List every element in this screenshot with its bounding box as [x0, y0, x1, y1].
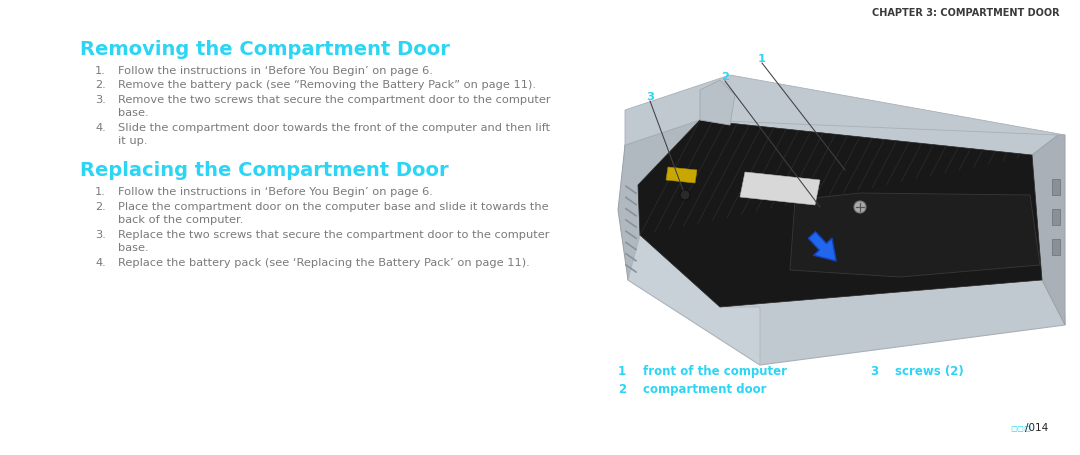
- Polygon shape: [1032, 135, 1065, 325]
- Polygon shape: [789, 193, 1040, 277]
- Text: Remove the battery pack (see “Removing the Battery Pack” on page 11).: Remove the battery pack (see “Removing t…: [118, 81, 536, 91]
- Text: 3: 3: [870, 365, 878, 378]
- Polygon shape: [740, 172, 820, 205]
- Text: 3: 3: [646, 92, 654, 102]
- Text: Removing the Compartment Door: Removing the Compartment Door: [80, 40, 450, 59]
- Text: screws (2): screws (2): [895, 365, 963, 378]
- Text: 4.: 4.: [95, 123, 106, 133]
- Text: Follow the instructions in ‘Before You Begin’ on page 6.: Follow the instructions in ‘Before You B…: [118, 66, 433, 76]
- Polygon shape: [625, 80, 1065, 365]
- Text: 2.: 2.: [95, 202, 106, 212]
- Text: /014: /014: [1025, 423, 1049, 433]
- Text: compartment door: compartment door: [643, 383, 767, 396]
- Text: 1: 1: [618, 365, 626, 378]
- Text: base.: base.: [118, 108, 149, 118]
- Bar: [1052, 239, 1059, 255]
- Text: 1.: 1.: [95, 187, 106, 197]
- Bar: [1052, 209, 1059, 225]
- Polygon shape: [666, 167, 697, 183]
- Text: Remove the two screws that secure the compartment door to the computer: Remove the two screws that secure the co…: [118, 95, 551, 105]
- Text: Replace the battery pack (see ‘Replacing the Battery Pack’ on page 11).: Replace the battery pack (see ‘Replacing…: [118, 258, 530, 268]
- Polygon shape: [700, 80, 735, 125]
- Polygon shape: [625, 75, 1065, 145]
- Text: base.: base.: [118, 243, 149, 253]
- Text: 4.: 4.: [95, 258, 106, 268]
- Text: Slide the compartment door towards the front of the computer and then lift: Slide the compartment door towards the f…: [118, 123, 550, 133]
- Polygon shape: [638, 120, 1042, 307]
- Text: 3.: 3.: [95, 95, 106, 105]
- Text: 3.: 3.: [95, 229, 106, 239]
- Text: ◻◻◻: ◻◻◻: [1010, 424, 1031, 433]
- Text: CHAPTER 3: COMPARTMENT DOOR: CHAPTER 3: COMPARTMENT DOOR: [873, 8, 1059, 18]
- Text: Replacing the Compartment Door: Replacing the Compartment Door: [80, 161, 448, 180]
- Polygon shape: [618, 120, 700, 280]
- Text: 1: 1: [758, 54, 766, 64]
- Text: front of the computer: front of the computer: [643, 365, 787, 378]
- Text: Place the compartment door on the computer base and slide it towards the: Place the compartment door on the comput…: [118, 202, 549, 212]
- Polygon shape: [627, 235, 760, 365]
- Text: 2: 2: [618, 383, 626, 396]
- Text: back of the computer.: back of the computer.: [118, 215, 243, 225]
- Bar: [1052, 179, 1059, 195]
- Text: Replace the two screws that secure the compartment door to the computer: Replace the two screws that secure the c…: [118, 229, 550, 239]
- Circle shape: [680, 190, 690, 200]
- Text: it up.: it up.: [118, 136, 148, 147]
- Circle shape: [854, 201, 866, 213]
- Text: 2.: 2.: [95, 81, 106, 91]
- Text: 2: 2: [721, 72, 729, 82]
- Text: Follow the instructions in ‘Before You Begin’ on page 6.: Follow the instructions in ‘Before You B…: [118, 187, 433, 197]
- Text: 1.: 1.: [95, 66, 106, 76]
